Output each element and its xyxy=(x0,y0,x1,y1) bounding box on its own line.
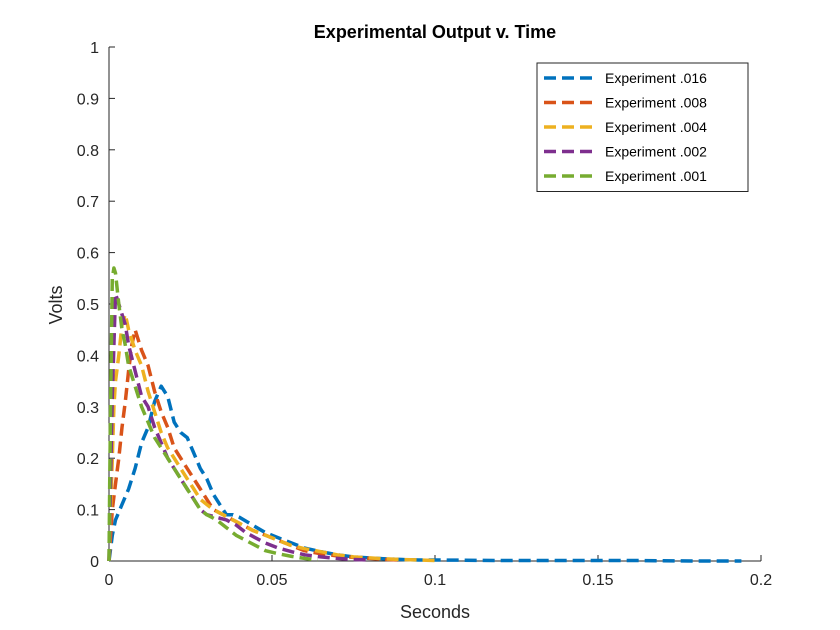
legend-label: Experiment .004 xyxy=(605,119,707,135)
y-tick-label: 0.4 xyxy=(77,348,99,365)
legend-label: Experiment .001 xyxy=(605,168,707,184)
y-tick-label: 0.3 xyxy=(77,400,99,417)
y-tick-label: 0 xyxy=(90,554,99,571)
series-line-1 xyxy=(107,384,742,563)
x-axis-label: Seconds xyxy=(400,602,470,622)
y-tick-label: 0.8 xyxy=(77,143,99,160)
x-tick-label: 0 xyxy=(105,572,114,589)
x-tick-label: 0.2 xyxy=(750,572,772,589)
chart-title: Experimental Output v. Time xyxy=(314,22,556,42)
y-tick-label: 1 xyxy=(90,40,99,57)
legend-label: Experiment .008 xyxy=(605,95,707,111)
x-tick-label: 0.05 xyxy=(256,572,287,589)
series-line-5 xyxy=(107,266,318,562)
series-line-4 xyxy=(107,291,370,562)
legend-label: Experiment .002 xyxy=(605,144,707,160)
y-tick-label: 0.5 xyxy=(77,297,99,314)
y-tick-label: 0.6 xyxy=(77,246,99,263)
x-tick-label: 0.1 xyxy=(424,572,446,589)
y-tick-label: 0.1 xyxy=(77,503,99,520)
series-group xyxy=(107,266,742,563)
y-tick-label: 0.2 xyxy=(77,451,99,468)
axes: 0 0.05 0.1 0.15 0.2 0 0.1 0.2 0.3 0.4 0.5 0.6 0.7 0.8… xyxy=(77,40,772,589)
legend-label: Experiment .016 xyxy=(605,70,707,86)
x-tick-label: 0.15 xyxy=(582,572,613,589)
legend: Experiment .016 Experiment .008 Experiment… xyxy=(536,62,749,192)
y-tick-label: 0.9 xyxy=(77,91,99,108)
y-tick-label: 0.7 xyxy=(77,194,99,211)
y-axis-label: Volts xyxy=(46,285,66,324)
series-line-2 xyxy=(107,327,403,562)
